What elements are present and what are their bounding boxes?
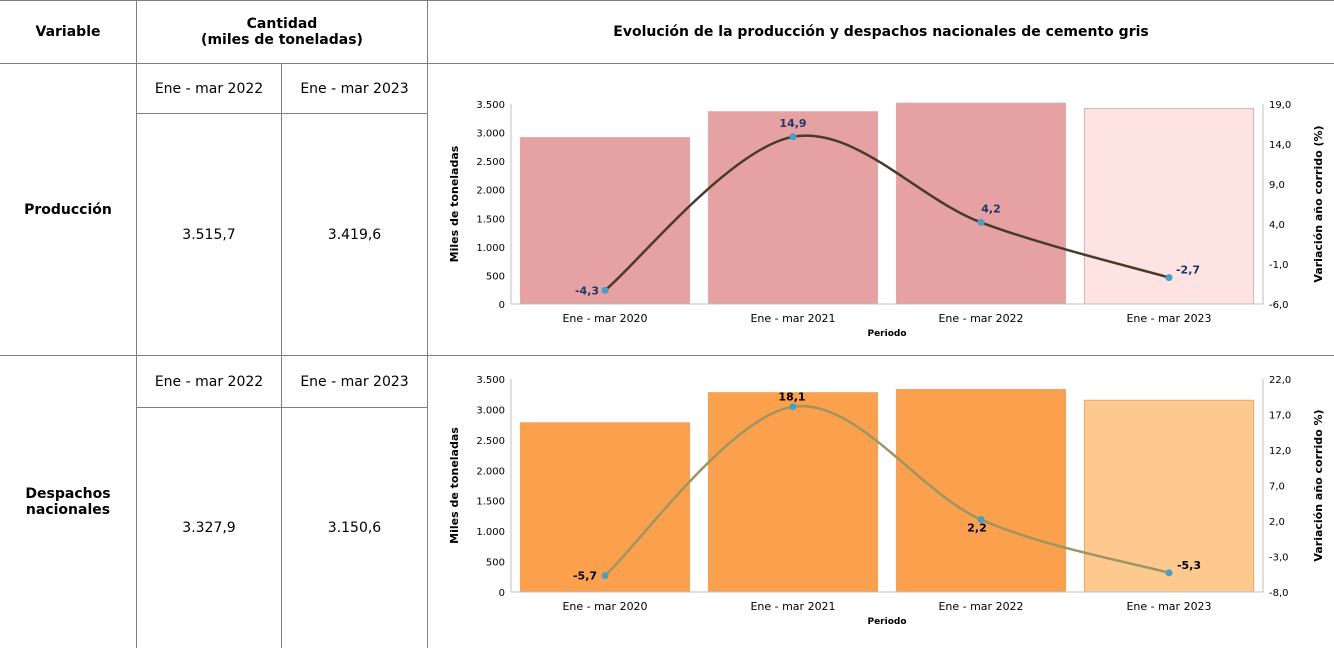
y-tick-label-left: 3.500: [476, 375, 505, 386]
bar: [519, 136, 691, 305]
x-tick-label: Ene - mar 2023: [1126, 600, 1211, 613]
period-a-label: Ene - mar 2022: [154, 80, 264, 97]
header-quantity-line2: (miles de toneladas): [201, 32, 363, 48]
variation-line: [604, 404, 1170, 577]
row-name-despachos: Despachos nacionales: [0, 356, 136, 648]
variation-marker: [601, 572, 609, 580]
y-tick-label-right: 12,0: [1269, 446, 1291, 457]
period-b-label: Ene - mar 2023: [300, 373, 409, 390]
y-tick-label-right: 4,0: [1269, 220, 1285, 231]
value-b: 3.150,6: [327, 520, 382, 536]
variation-marker: [977, 218, 985, 226]
variation-data-label: -5,3: [1177, 559, 1201, 572]
y-tick-label-left: 2.000: [476, 186, 505, 197]
value-a: 3.515,7: [182, 226, 236, 243]
x-tick-label: Ene - mar 2023: [1126, 312, 1211, 325]
row-name-despachos-line2: nacionales: [25, 502, 111, 518]
bar: [707, 392, 879, 593]
variation-data-label: -2,7: [1176, 264, 1200, 277]
variation-marker: [789, 133, 797, 141]
bar: [707, 111, 879, 305]
y-tick-label-left: 0: [499, 588, 505, 599]
y-axis-title-left: Miles de toneladas: [448, 427, 461, 544]
bar: [895, 388, 1067, 593]
variation-data-label: -5,7: [573, 570, 597, 583]
x-tick-label: Ene - mar 2022: [938, 600, 1023, 613]
y-tick-label-right: -6,0: [1269, 300, 1289, 311]
x-tick-label: Ene - mar 2020: [562, 600, 647, 613]
y-tick-label-right: 2,0: [1269, 517, 1285, 528]
header-bottom-border: [0, 63, 1334, 64]
bar: [1083, 108, 1255, 305]
y-tick-label-left: 1.000: [476, 243, 505, 254]
y-tick-label-right: 22,0: [1269, 375, 1291, 386]
variation-data-label: 4,2: [981, 202, 1001, 215]
row-name-produccion: Producción: [24, 201, 112, 218]
variation-marker: [1165, 569, 1173, 577]
value-b: 3.419,6: [327, 226, 382, 243]
table-top-border: [0, 0, 1334, 1]
y-tick-label-left: 2.500: [476, 436, 505, 447]
variation-data-label: 18,1: [778, 391, 805, 404]
y-tick-label-left: 2.000: [476, 466, 505, 477]
y-tick-label-right: 9,0: [1269, 180, 1285, 191]
y-axis-title-right: Variación año corrido (%): [1312, 125, 1325, 282]
col-divider-period-1: [281, 64, 282, 355]
produccion-chart: 0 500 1.000 1.500 2.000 2.500 3.000 3.500 -6,0 -1…: [448, 100, 1325, 339]
y-tick-label-right: 19,0: [1269, 100, 1291, 111]
col-divider-variable: [136, 0, 137, 648]
y-tick-label-left: 500: [486, 558, 505, 569]
variation-marker: [977, 516, 985, 524]
period-a-label: Ene - mar 2022: [154, 373, 264, 390]
y-tick-label-left: 500: [486, 271, 505, 282]
y-axis-title-right: Variación año corrido %): [1312, 409, 1325, 561]
col-divider-quantity: [427, 0, 428, 648]
row-name-despachos-line1: Despachos: [25, 486, 111, 502]
variation-data-label: -4,3: [575, 284, 599, 297]
y-tick-label-right: 7,0: [1269, 482, 1285, 493]
y-tick-label-left: 3.500: [476, 100, 505, 111]
y-tick-label-left: 2.500: [476, 157, 505, 168]
variation-data-label: 14,9: [779, 117, 806, 130]
y-tick-label-left: 3.000: [476, 405, 505, 416]
x-tick-label: Ene - mar 2022: [938, 312, 1023, 325]
despachos-chart: 0 500 1.000 1.500 2.000 2.500 3.000 3.500 -8,0 -3…: [448, 375, 1325, 627]
bar: [1083, 399, 1255, 593]
y-tick-label-left: 1.000: [476, 527, 505, 538]
header-quantity: Cantidad (miles de toneladas): [137, 1, 427, 63]
period-b-label: Ene - mar 2023: [300, 80, 409, 97]
x-tick-label: Ene - mar 2021: [750, 312, 835, 325]
y-tick-label-right: -1,0: [1269, 260, 1289, 271]
variation-marker: [601, 286, 609, 294]
bar: [895, 102, 1067, 305]
x-axis-title: Periodo: [867, 617, 906, 627]
y-axis-title-left: Miles de toneladas: [448, 145, 461, 262]
col-divider-period-2: [281, 356, 282, 648]
y-tick-label-left: 1.500: [476, 214, 505, 225]
variation-marker: [1165, 274, 1173, 282]
y-tick-label-left: 0: [499, 300, 505, 311]
row-divider: [0, 355, 1334, 356]
y-tick-label-left: 1.500: [476, 497, 505, 508]
y-tick-label-right: -3,0: [1269, 553, 1289, 564]
header-variable: Variable: [35, 24, 101, 40]
header-chart-title: Evolución de la producción y despachos n…: [613, 24, 1149, 40]
variation-data-label: 2,2: [967, 522, 987, 535]
y-tick-label-left: 3.000: [476, 129, 505, 140]
variation-line: [604, 134, 1170, 292]
x-axis-title: Periodo: [867, 329, 906, 339]
y-tick-label-right: 14,0: [1269, 140, 1291, 151]
x-tick-label: Ene - mar 2020: [562, 312, 647, 325]
variation-marker: [789, 403, 797, 411]
bar: [519, 422, 691, 593]
header-quantity-line1: Cantidad: [246, 16, 318, 32]
value-a: 3.327,9: [182, 520, 236, 536]
y-tick-label-right: 17,0: [1269, 411, 1291, 422]
x-tick-label: Ene - mar 2021: [750, 600, 835, 613]
y-tick-label-right: -8,0: [1269, 588, 1289, 599]
